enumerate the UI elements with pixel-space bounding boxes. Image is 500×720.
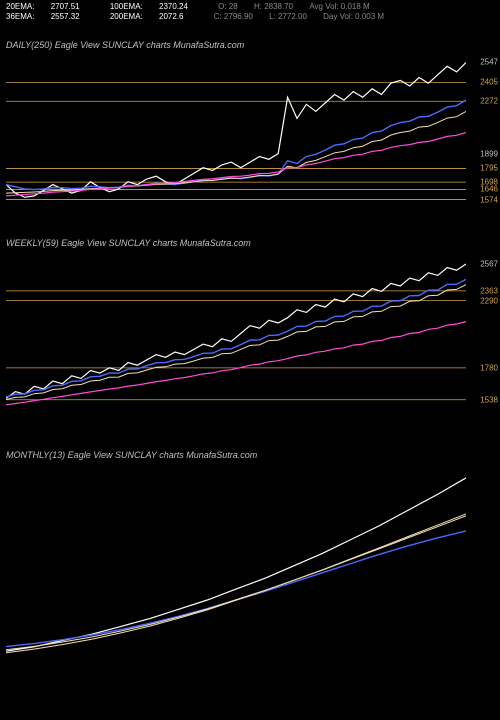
weekly-chart (6, 253, 466, 418)
weekly-price-label: 1780 (480, 363, 498, 372)
weekly-price-label: 2363 (480, 286, 498, 295)
weekly-series-2 (6, 285, 466, 400)
daily-price-label: 2405 (480, 78, 498, 87)
monthly-chart (6, 465, 466, 690)
daily-series-3 (6, 133, 466, 196)
weekly-price-label: 1538 (480, 395, 498, 404)
daily-price-label: 1795 (480, 164, 498, 173)
weekly-title: WEEKLY(59) Eagle View SUNCLAY charts Mun… (6, 238, 251, 248)
monthly-series-0 (6, 478, 466, 651)
header-row-1: 20EMA: 2707.51 100EMA: 2370.24 O: 28 H: … (6, 2, 494, 12)
daily-chart (6, 55, 466, 210)
daily-price-label: 1574 (480, 195, 498, 204)
daily-price-label: 1646 (480, 185, 498, 194)
daily-price-label: 2272 (480, 97, 498, 106)
weekly-price-label: 2290 (480, 296, 498, 305)
weekly-series-3 (6, 322, 466, 405)
monthly-series-3 (6, 514, 466, 653)
daily-price-label: 1899 (480, 149, 498, 158)
daily-price-label: 2547 (480, 58, 498, 67)
monthly-series-2 (6, 516, 466, 650)
weekly-price-label: 2567 (480, 259, 498, 268)
header-row-2: 36EMA: 2557.32 200EMA: 2072.6 C: 2796.90… (6, 12, 494, 22)
monthly-title: MONTHLY(13) Eagle View SUNCLAY charts Mu… (6, 450, 257, 460)
weekly-series-0 (6, 264, 466, 398)
header-stats: 20EMA: 2707.51 100EMA: 2370.24 O: 28 H: … (6, 2, 494, 23)
daily-title: DAILY(250) Eagle View SUNCLAY charts Mun… (6, 40, 244, 50)
